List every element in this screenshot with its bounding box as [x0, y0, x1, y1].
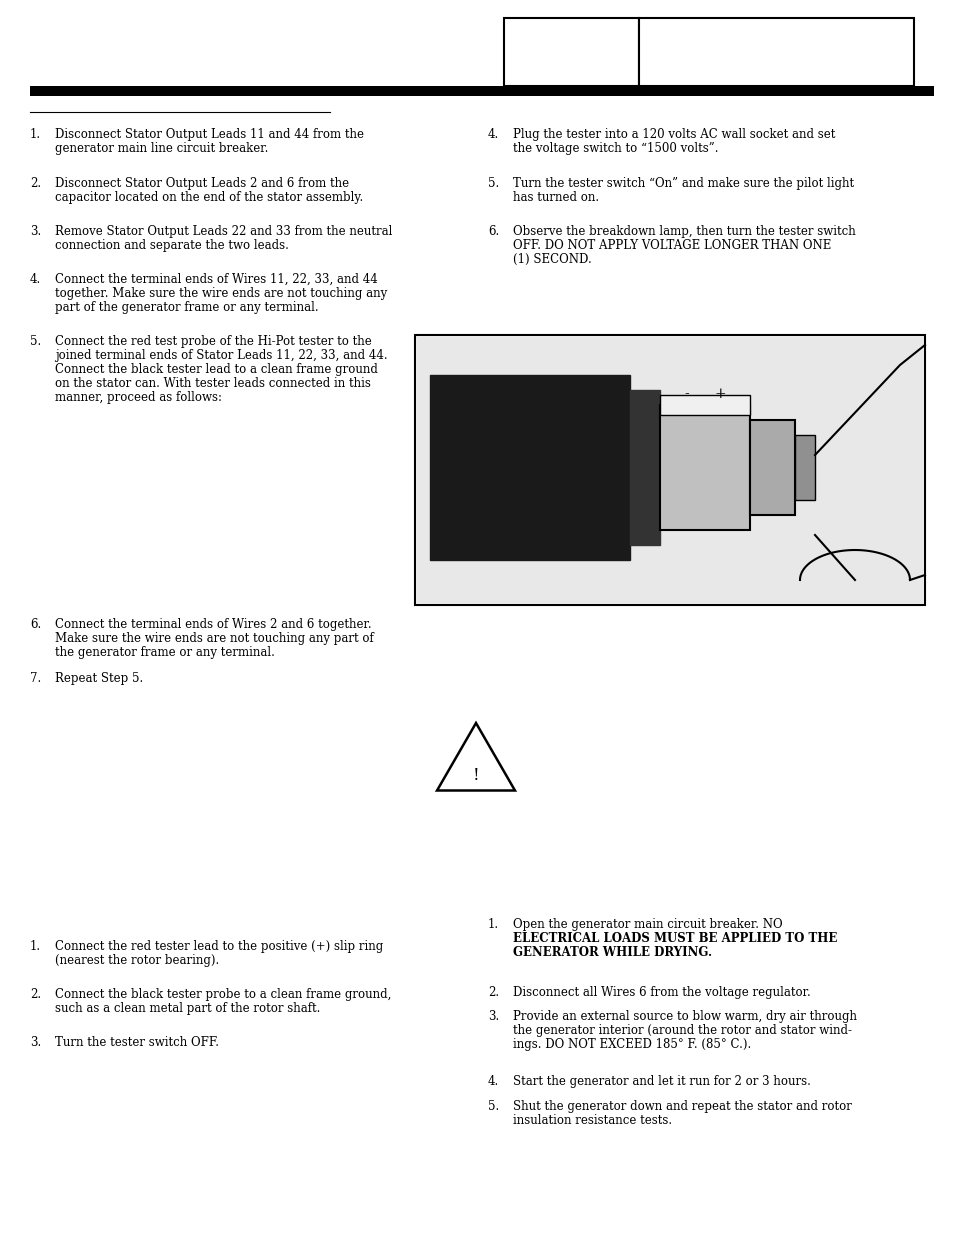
- Text: generator main line circuit breaker.: generator main line circuit breaker.: [55, 142, 268, 156]
- Text: Open the generator main circuit breaker. NO: Open the generator main circuit breaker.…: [513, 918, 781, 931]
- Text: such as a clean metal part of the rotor shaft.: such as a clean metal part of the rotor …: [55, 1002, 320, 1015]
- Text: ELECTRICAL LOADS MUST BE APPLIED TO THE: ELECTRICAL LOADS MUST BE APPLIED TO THE: [513, 932, 837, 945]
- Text: Shut the generator down and repeat the stator and rotor: Shut the generator down and repeat the s…: [513, 1100, 851, 1113]
- Text: 2.: 2.: [30, 988, 41, 1002]
- Text: joined terminal ends of Stator Leads 11, 22, 33, and 44.: joined terminal ends of Stator Leads 11,…: [55, 350, 387, 362]
- Bar: [659, 405, 749, 530]
- Text: OFF. DO NOT APPLY VOLTAGE LONGER THAN ONE: OFF. DO NOT APPLY VOLTAGE LONGER THAN ON…: [513, 240, 830, 252]
- Text: Connect the red test probe of the Hi-Pot tester to the: Connect the red test probe of the Hi-Pot…: [55, 335, 372, 348]
- Text: 2.: 2.: [30, 177, 41, 190]
- Text: insulation resistance tests.: insulation resistance tests.: [513, 1114, 672, 1128]
- Text: -: -: [684, 387, 689, 401]
- Text: 2.: 2.: [488, 986, 498, 999]
- Text: GENERATOR WHILE DRYING.: GENERATOR WHILE DRYING.: [513, 946, 711, 960]
- Bar: [639, 19, 913, 86]
- Bar: [415, 335, 924, 605]
- Text: Turn the tester switch “On” and make sure the pilot light: Turn the tester switch “On” and make sur…: [513, 177, 853, 190]
- Text: the generator interior (around the rotor and stator wind-: the generator interior (around the rotor…: [513, 1024, 851, 1037]
- Bar: [659, 395, 749, 415]
- Text: 4.: 4.: [30, 273, 41, 287]
- Text: manner, proceed as follows:: manner, proceed as follows:: [55, 391, 222, 404]
- Text: Disconnect Stator Output Leads 2 and 6 from the: Disconnect Stator Output Leads 2 and 6 f…: [55, 177, 349, 190]
- Text: 5.: 5.: [488, 177, 498, 190]
- Text: 1.: 1.: [488, 918, 498, 931]
- Text: Connect the red tester lead to the positive (+) slip ring: Connect the red tester lead to the posit…: [55, 940, 383, 953]
- Bar: [416, 337, 923, 603]
- Text: 7.: 7.: [30, 672, 41, 685]
- Text: 5.: 5.: [488, 1100, 498, 1113]
- Text: 1.: 1.: [30, 940, 41, 953]
- Text: ings. DO NOT EXCEED 185° F. (85° C.).: ings. DO NOT EXCEED 185° F. (85° C.).: [513, 1037, 750, 1051]
- Text: Make sure the wire ends are not touching any part of: Make sure the wire ends are not touching…: [55, 632, 374, 645]
- Bar: [629, 390, 659, 545]
- Text: part of the generator frame or any terminal.: part of the generator frame or any termi…: [55, 301, 318, 314]
- Bar: [30, 86, 933, 96]
- Text: 3.: 3.: [30, 225, 41, 238]
- Text: on the stator can. With tester leads connected in this: on the stator can. With tester leads con…: [55, 377, 371, 390]
- Text: Connect the black tester lead to a clean frame ground: Connect the black tester lead to a clean…: [55, 363, 377, 375]
- Text: +: +: [714, 387, 725, 401]
- Text: Repeat Step 5.: Repeat Step 5.: [55, 672, 143, 685]
- Bar: [794, 435, 814, 500]
- Text: Disconnect all Wires 6 from the voltage regulator.: Disconnect all Wires 6 from the voltage …: [513, 986, 810, 999]
- Text: Connect the terminal ends of Wires 2 and 6 together.: Connect the terminal ends of Wires 2 and…: [55, 618, 372, 631]
- Text: Remove Stator Output Leads 22 and 33 from the neutral: Remove Stator Output Leads 22 and 33 fro…: [55, 225, 392, 238]
- Text: 6.: 6.: [488, 225, 498, 238]
- Text: 6.: 6.: [30, 618, 41, 631]
- Bar: [430, 375, 629, 559]
- Text: together. Make sure the wire ends are not touching any: together. Make sure the wire ends are no…: [55, 287, 387, 300]
- Text: capacitor located on the end of the stator assembly.: capacitor located on the end of the stat…: [55, 191, 363, 204]
- Bar: [503, 19, 639, 86]
- Text: 4.: 4.: [488, 128, 498, 141]
- Text: (1) SECOND.: (1) SECOND.: [513, 253, 591, 266]
- Text: Turn the tester switch OFF.: Turn the tester switch OFF.: [55, 1036, 219, 1049]
- Text: connection and separate the two leads.: connection and separate the two leads.: [55, 240, 289, 252]
- Text: Connect the terminal ends of Wires 11, 22, 33, and 44: Connect the terminal ends of Wires 11, 2…: [55, 273, 377, 287]
- Text: has turned on.: has turned on.: [513, 191, 598, 204]
- Text: !: !: [472, 767, 478, 784]
- Text: Plug the tester into a 120 volts AC wall socket and set: Plug the tester into a 120 volts AC wall…: [513, 128, 835, 141]
- Text: the voltage switch to “1500 volts”.: the voltage switch to “1500 volts”.: [513, 142, 718, 156]
- Text: Provide an external source to blow warm, dry air through: Provide an external source to blow warm,…: [513, 1010, 856, 1023]
- Text: the generator frame or any terminal.: the generator frame or any terminal.: [55, 646, 274, 659]
- Text: (nearest the rotor bearing).: (nearest the rotor bearing).: [55, 953, 219, 967]
- Text: 3.: 3.: [30, 1036, 41, 1049]
- Text: 5.: 5.: [30, 335, 41, 348]
- Text: Observe the breakdown lamp, then turn the tester switch: Observe the breakdown lamp, then turn th…: [513, 225, 855, 238]
- Bar: [749, 420, 794, 515]
- Text: Disconnect Stator Output Leads 11 and 44 from the: Disconnect Stator Output Leads 11 and 44…: [55, 128, 364, 141]
- Text: 3.: 3.: [488, 1010, 498, 1023]
- Text: 1.: 1.: [30, 128, 41, 141]
- Text: Connect the black tester probe to a clean frame ground,: Connect the black tester probe to a clea…: [55, 988, 391, 1002]
- Text: 4.: 4.: [488, 1074, 498, 1088]
- Text: Start the generator and let it run for 2 or 3 hours.: Start the generator and let it run for 2…: [513, 1074, 810, 1088]
